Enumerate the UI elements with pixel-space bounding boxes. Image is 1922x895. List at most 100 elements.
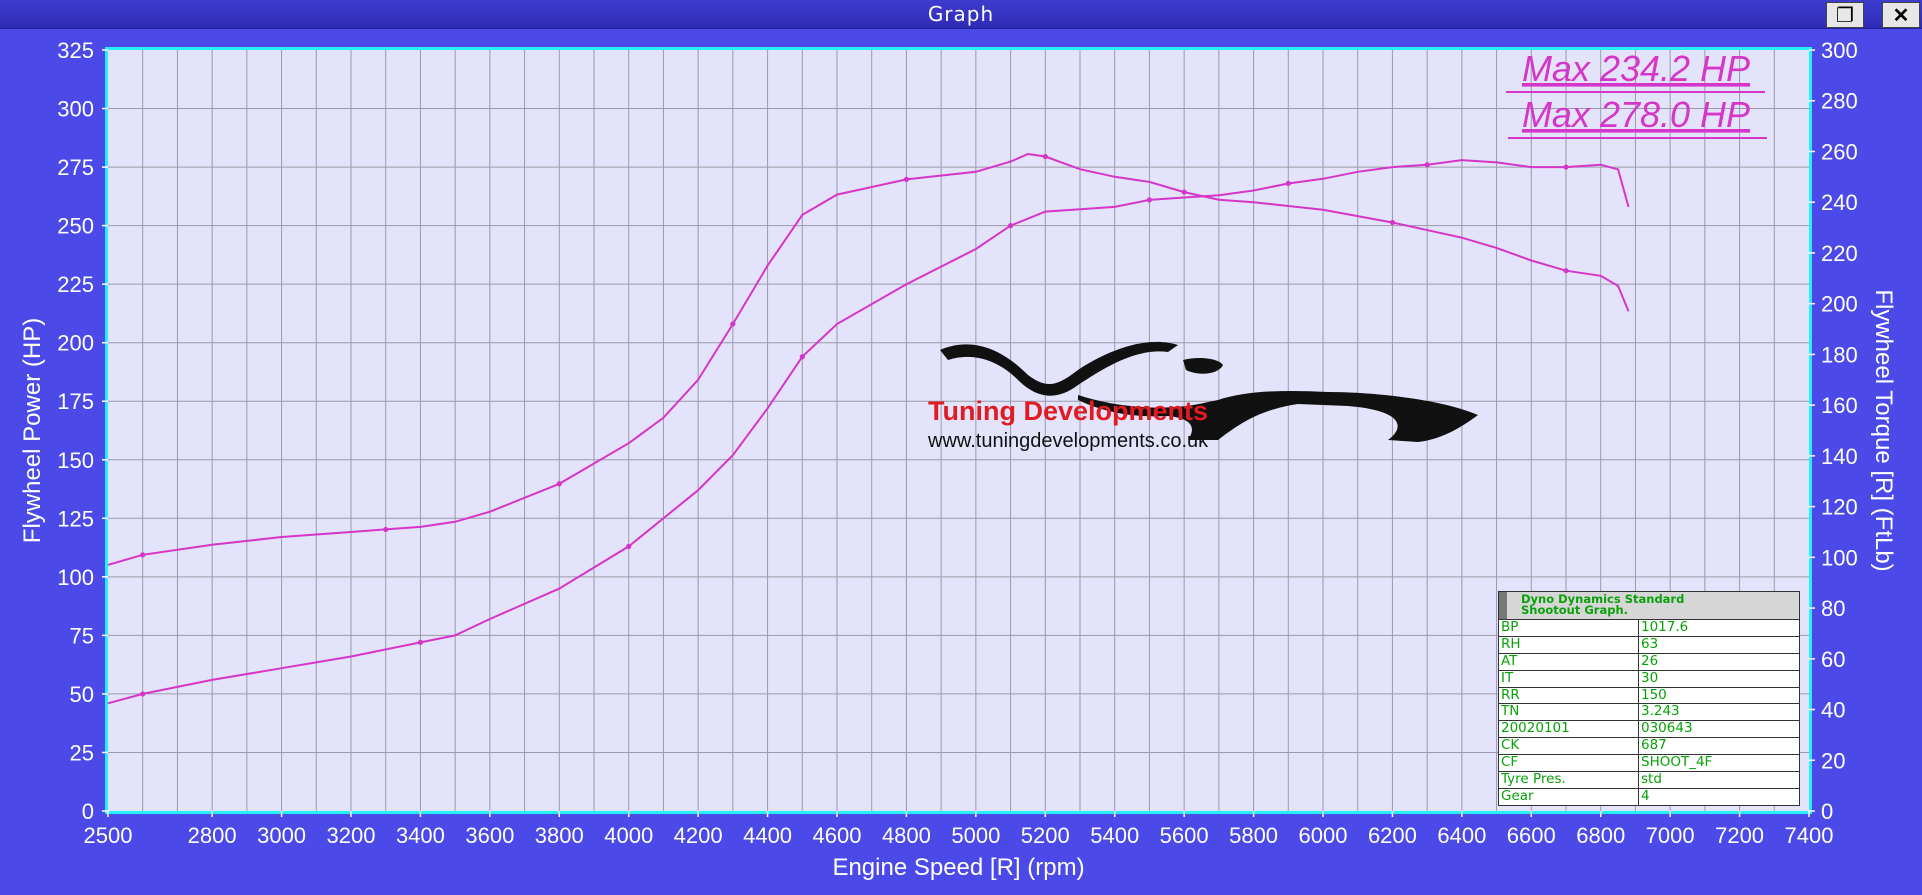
x-tick-label: 4400 bbox=[743, 823, 792, 848]
info-key: AT bbox=[1499, 653, 1639, 670]
data-point bbox=[1424, 162, 1430, 168]
y-right-tick-label: 60 bbox=[1821, 647, 1845, 672]
logo-url: www.tuningdevelopments.co.uk bbox=[927, 430, 1209, 452]
info-key: Tyre Pres. bbox=[1499, 771, 1639, 788]
info-row: BP 1017.6 bbox=[1499, 619, 1799, 636]
y-left-tick-label: 50 bbox=[70, 682, 94, 707]
y-left-tick-label: 125 bbox=[57, 506, 94, 531]
y-left-tick-label: 100 bbox=[57, 565, 94, 590]
x-tick-label: 7400 bbox=[1785, 823, 1834, 848]
data-point bbox=[626, 543, 632, 550]
car-silhouette: Tuning Developments www.tuningdevelopmen… bbox=[927, 341, 1478, 452]
x-tick-label: 6400 bbox=[1437, 823, 1486, 848]
info-row: IT 30 bbox=[1499, 669, 1799, 687]
x-tick-label: 4000 bbox=[604, 823, 653, 848]
info-row: CF SHOOT_4F bbox=[1499, 754, 1799, 772]
x-tick-label: 3800 bbox=[535, 823, 584, 848]
x-tick-label: 3000 bbox=[257, 823, 306, 848]
restore-button[interactable]: ❐ bbox=[1826, 2, 1864, 28]
power-curve bbox=[107, 159, 1630, 705]
x-tick-label: 2500 bbox=[84, 823, 133, 848]
info-key: CK bbox=[1499, 737, 1639, 755]
dyno-info-table: Dyno Dynamics Standard Shootout Graph. B… bbox=[1498, 591, 1800, 806]
x-tick-label: 4600 bbox=[813, 823, 862, 848]
torque-curve bbox=[107, 152, 1630, 566]
info-value: 4 bbox=[1641, 787, 1650, 804]
info-row: 20020101 030643 bbox=[1499, 720, 1799, 738]
y-left-axis-label: Flywheel Power (HP) bbox=[19, 318, 46, 543]
max-torque-annotation: Max 278.0 HP bbox=[1522, 94, 1750, 135]
info-value: 3.243 bbox=[1641, 703, 1680, 720]
info-value: 1017.6 bbox=[1641, 619, 1689, 635]
logo-brand: Tuning Developments bbox=[928, 396, 1208, 426]
x-tick-label: 7000 bbox=[1646, 823, 1695, 848]
x-tick-label: 6200 bbox=[1368, 823, 1417, 848]
info-title: Dyno Dynamics Standard Shootout Graph. bbox=[1499, 592, 1799, 619]
data-point bbox=[140, 552, 146, 558]
y-right-tick-label: 180 bbox=[1821, 342, 1858, 367]
x-tick-label: 2800 bbox=[188, 823, 237, 848]
y-right-tick-label: 280 bbox=[1821, 89, 1858, 114]
x-tick-label: 4200 bbox=[674, 823, 723, 848]
info-key: Gear bbox=[1499, 788, 1639, 805]
data-point bbox=[1563, 164, 1569, 170]
x-tick-label: 5600 bbox=[1160, 823, 1209, 848]
y-left-tick-label: 150 bbox=[57, 448, 94, 473]
info-value: SHOOT_4F bbox=[1641, 754, 1713, 771]
info-value: 30 bbox=[1641, 669, 1659, 686]
y-right-tick-label: 100 bbox=[1821, 545, 1858, 570]
data-point bbox=[140, 691, 146, 697]
data-point bbox=[1146, 197, 1153, 203]
y-left-tick-label: 25 bbox=[70, 740, 94, 765]
info-key: CF bbox=[1499, 754, 1639, 772]
info-row: AT 26 bbox=[1499, 652, 1799, 670]
data-point bbox=[1563, 268, 1569, 274]
y-right-tick-label: 0 bbox=[1821, 799, 1833, 824]
restore-icon: ❐ bbox=[1836, 4, 1854, 27]
info-row: RR 150 bbox=[1499, 686, 1799, 704]
close-icon: ✕ bbox=[1892, 4, 1910, 27]
y-left-tick-label: 275 bbox=[57, 155, 94, 180]
y-right-axis-label: Flywheel Torque [R] (FtLb) bbox=[1870, 289, 1897, 571]
data-point bbox=[799, 354, 805, 360]
info-key: 20020101 bbox=[1499, 720, 1639, 738]
tuning-developments-logo: Tuning Developments www.tuningdevelopmen… bbox=[918, 330, 1478, 460]
x-tick-label: 6800 bbox=[1576, 823, 1625, 848]
y-right-tick-label: 40 bbox=[1821, 698, 1845, 723]
data-point bbox=[903, 176, 910, 182]
max-power-annotation: Max 234.2 HP bbox=[1522, 48, 1750, 89]
info-key: TN bbox=[1499, 704, 1639, 721]
y-left-tick-label: 300 bbox=[57, 97, 94, 122]
y-left-tick-label: 250 bbox=[57, 214, 94, 239]
x-tick-label: 5200 bbox=[1021, 823, 1070, 848]
x-tick-label: 7200 bbox=[1715, 823, 1764, 848]
y-right-tick-label: 260 bbox=[1821, 139, 1858, 164]
data-point bbox=[1181, 189, 1187, 195]
y-right-tick-label: 140 bbox=[1821, 444, 1858, 469]
x-tick-label: 6600 bbox=[1507, 823, 1556, 848]
info-key: RR bbox=[1499, 687, 1639, 704]
y-left-tick-label: 200 bbox=[57, 331, 94, 356]
y-right-tick-label: 120 bbox=[1821, 495, 1858, 520]
close-button[interactable]: ✕ bbox=[1882, 2, 1920, 28]
info-value: std bbox=[1641, 771, 1662, 788]
info-value: 63 bbox=[1641, 635, 1659, 652]
x-axis-label: Engine Speed [R] (rpm) bbox=[832, 854, 1084, 881]
title-bar[interactable]: Graph ❐ ✕ bbox=[0, 0, 1922, 29]
info-row: Gear 4 bbox=[1499, 787, 1799, 805]
info-title-line1: Dyno Dynamics Standard bbox=[1521, 592, 1685, 606]
info-value: 26 bbox=[1641, 652, 1659, 669]
data-point bbox=[1042, 153, 1048, 160]
data-point bbox=[1389, 219, 1396, 226]
y-right-tick-label: 240 bbox=[1821, 190, 1858, 215]
y-left-tick-label: 225 bbox=[57, 272, 94, 297]
x-tick-label: 3400 bbox=[396, 823, 445, 848]
y-right-tick-label: 200 bbox=[1821, 292, 1858, 317]
y-left-tick-label: 175 bbox=[57, 389, 94, 414]
y-left-tick-label: 75 bbox=[70, 623, 94, 648]
info-value: 687 bbox=[1641, 737, 1667, 754]
x-tick-label: 5400 bbox=[1090, 823, 1139, 848]
info-row: CK 687 bbox=[1499, 737, 1799, 755]
data-point bbox=[1007, 223, 1014, 229]
